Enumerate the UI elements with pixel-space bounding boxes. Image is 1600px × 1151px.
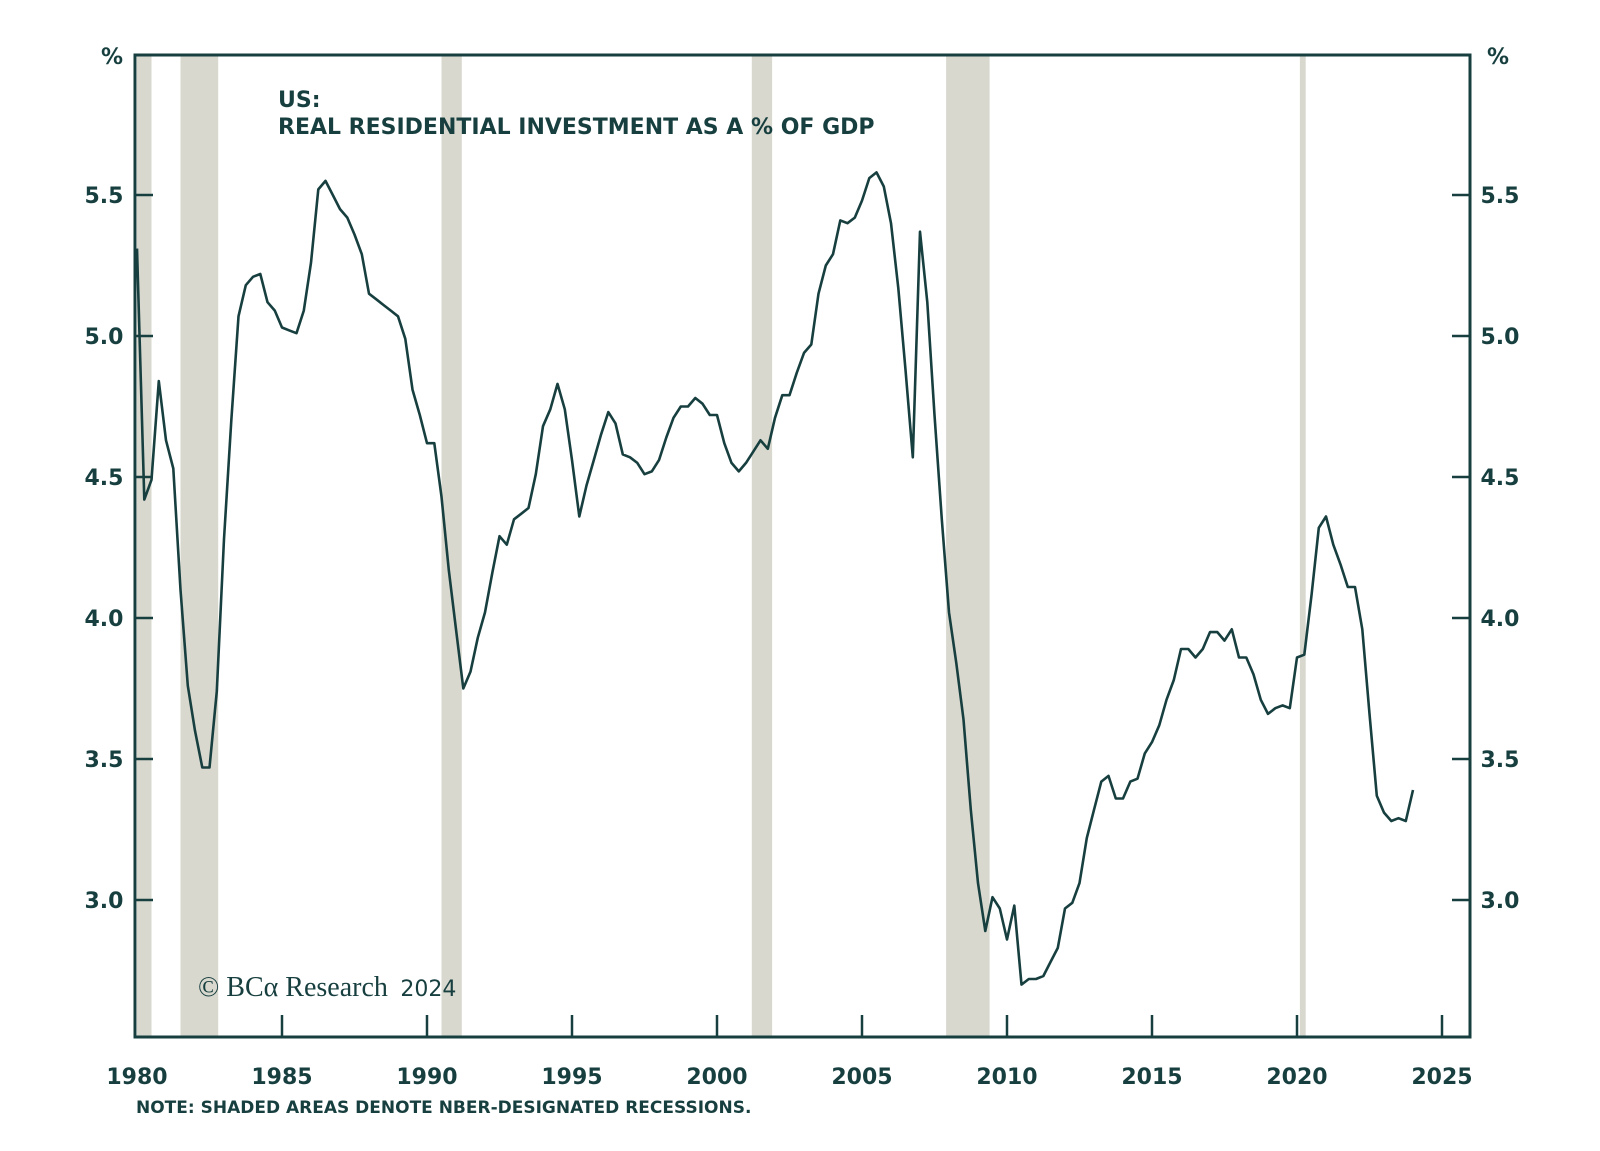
y-tick-label-left: 4.0 <box>85 607 124 632</box>
y-tick-label-left: 5.5 <box>85 184 124 209</box>
x-tick-label: 2005 <box>831 1065 892 1090</box>
x-tick-label: 1980 <box>106 1065 167 1090</box>
x-tick-label: 2010 <box>976 1065 1037 1090</box>
chart-title-line1: US: <box>278 88 321 113</box>
y-axis-right-unit: % <box>1487 45 1509 70</box>
series-line-group <box>135 171 1415 986</box>
x-tick-label: 1985 <box>251 1065 312 1090</box>
recession-bands <box>137 55 1306 1037</box>
chart-title-line2: REAL RESIDENTIAL INVESTMENT AS A % OF GD… <box>278 115 875 140</box>
y-tick-label-right: 3.0 <box>1481 889 1520 914</box>
recession-band <box>751 55 773 1037</box>
copyright-year: 2024 <box>400 977 456 1002</box>
y-tick-label-right: 5.5 <box>1481 184 1520 209</box>
x-tick-label: 1995 <box>541 1065 602 1090</box>
y-axis-left: 3.0 3.5 4.0 4.5 5.0 5.5 <box>85 184 153 914</box>
recession-band <box>946 55 990 1037</box>
y-tick-label-left: 5.0 <box>85 325 124 350</box>
x-tick-label: 2015 <box>1121 1065 1182 1090</box>
recession-band <box>137 55 152 1037</box>
x-tick-label: 2020 <box>1266 1065 1327 1090</box>
y-axis-left-unit: % <box>101 45 123 70</box>
y-tick-label-right: 4.0 <box>1481 607 1520 632</box>
copyright-text: © BCα Research <box>198 972 388 1003</box>
copyright-label: © BCα Research 2024 <box>198 972 456 1003</box>
series-line <box>135 171 1415 986</box>
y-tick-label-right: 5.0 <box>1481 325 1520 350</box>
y-tick-label-right: 4.5 <box>1481 466 1520 491</box>
recession-note: NOTE: SHADED AREAS DENOTE NBER-DESIGNATE… <box>136 1098 751 1118</box>
recession-band <box>441 55 462 1037</box>
y-axis-right: 3.0 3.5 4.0 4.5 5.0 5.5 <box>1452 184 1519 914</box>
recession-band <box>1299 55 1306 1037</box>
x-tick-label: 2000 <box>686 1065 747 1090</box>
plot-frame <box>133 53 1472 1039</box>
x-axis: 1980 1985 1990 1995 2000 2005 2010 2015 2020 2025 <box>106 1015 1473 1090</box>
y-tick-label-right: 3.5 <box>1481 748 1520 773</box>
y-tick-label-left: 3.0 <box>85 889 124 914</box>
recession-band <box>180 55 219 1037</box>
x-tick-label: 1990 <box>396 1065 457 1090</box>
y-tick-label-left: 4.5 <box>85 466 124 491</box>
y-tick-label-left: 3.5 <box>85 748 124 773</box>
x-tick-label: 2025 <box>1411 1065 1472 1090</box>
